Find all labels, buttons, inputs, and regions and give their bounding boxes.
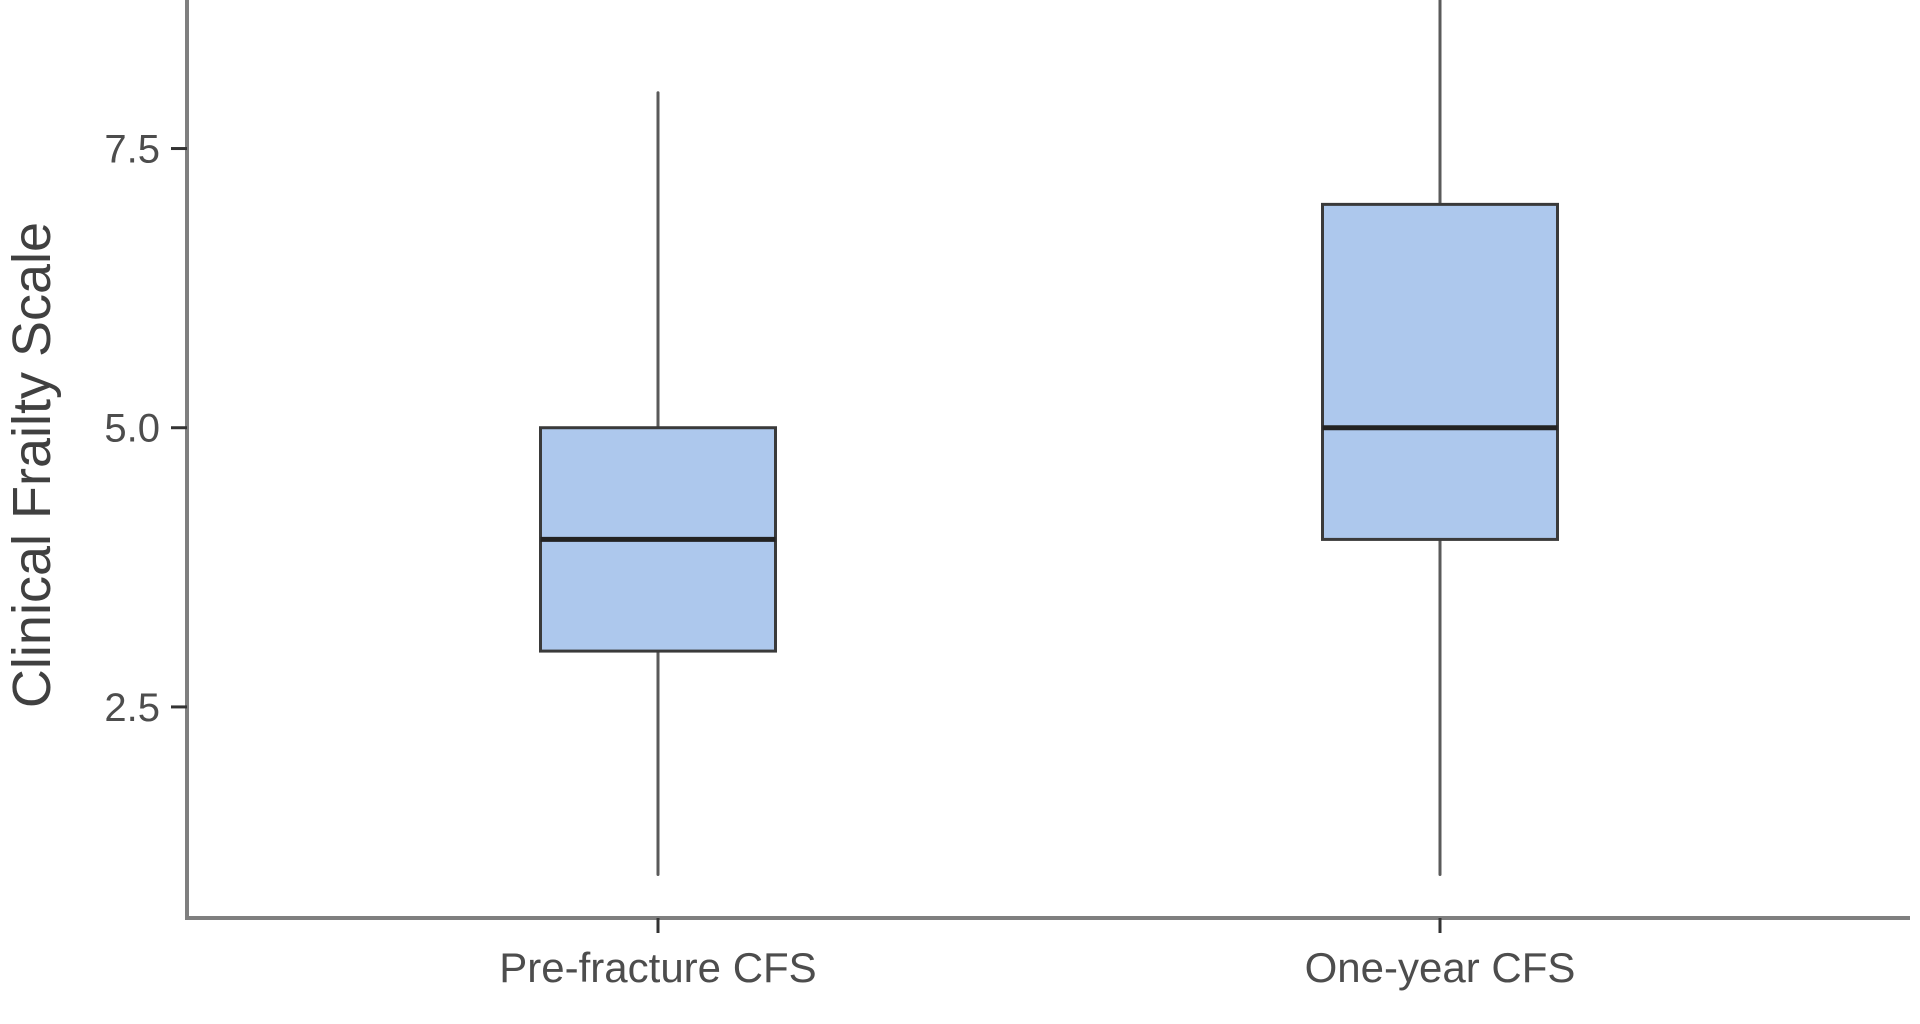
y-tick-label-2.5: 2.5	[104, 686, 160, 730]
x-category-label-1: Pre-fracture CFS	[499, 944, 816, 991]
y-axis-title: Clinical Frailty Scale	[2, 222, 62, 708]
y-tick-label-7.5: 7.5	[104, 128, 160, 172]
box-one-year-cfs	[1321, 202, 1559, 541]
x-category-label-2: One-year CFS	[1305, 944, 1576, 991]
y-tick-label-5.0: 5.0	[104, 407, 160, 451]
